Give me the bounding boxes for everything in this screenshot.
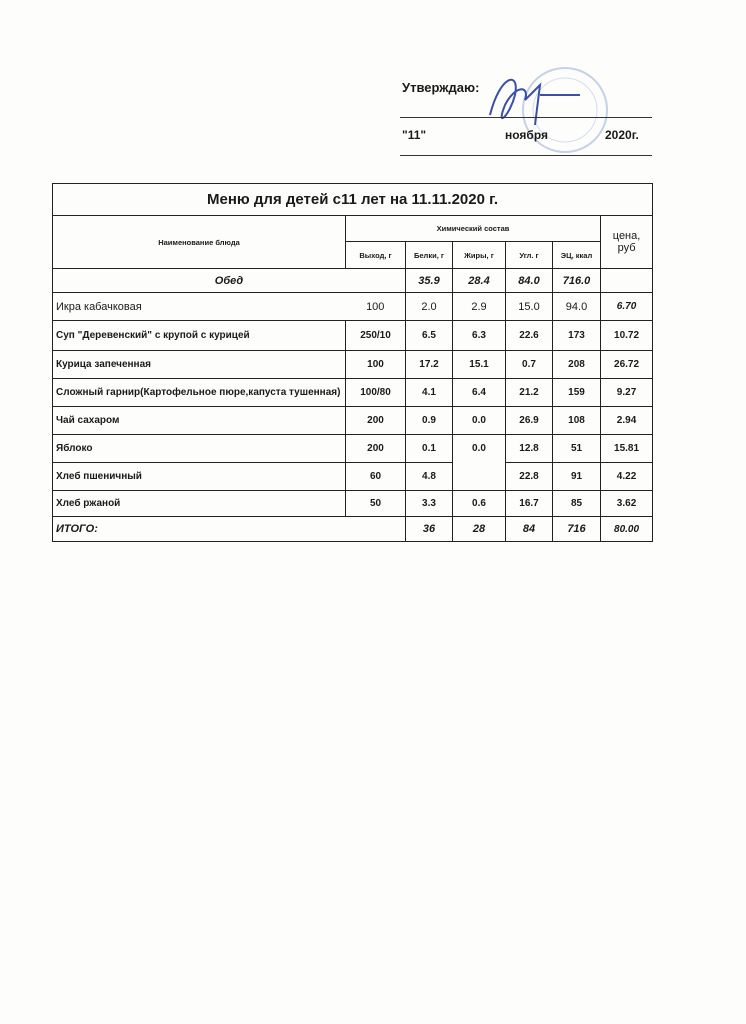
dish-name: Чай сахаром (52, 406, 346, 435)
dish-fat: 0.0 (452, 406, 506, 435)
header-name: Наименование блюда (52, 215, 346, 269)
dish-output: 100/80 (345, 378, 406, 407)
dish-carbs: 22.8 (505, 462, 553, 491)
table-row: Чай сахаром 200 0.9 0.0 26.9 108 2.94 (52, 406, 654, 435)
dish-fat: 0.6 (452, 490, 506, 517)
dish-carbs: 21.2 (505, 378, 553, 407)
dish-output: 200 (345, 434, 406, 463)
table-title: Меню для детей с11 лет на 11.11.2020 г. (51, 183, 654, 216)
dish-carbs: 0.7 (505, 350, 553, 379)
dish-price: 4.22 (599, 462, 654, 491)
dish-output: 60 (345, 462, 406, 491)
dish-name: Икра кабачковая (52, 292, 346, 321)
dish-carbs: 16.7 (505, 490, 553, 517)
dish-output: 100 (345, 292, 406, 321)
dish-price: 2.94 (599, 406, 654, 435)
table-row: Суп "Деревенский" с крупой с курицей 250… (52, 320, 654, 351)
dish-price: 3.62 (599, 490, 654, 517)
dish-name: Суп "Деревенский" с крупой с курицей (52, 320, 346, 351)
dish-energy: 94.0 (552, 292, 601, 321)
dish-fat: 15.1 (452, 350, 506, 379)
header-protein: Белки, г (405, 241, 453, 269)
dish-name: Хлеб ржаной (52, 490, 346, 517)
total-energy: 716 (552, 516, 601, 542)
header-output: Выход, г (345, 241, 406, 269)
signature-stamp (489, 67, 608, 153)
menu-table: Меню для детей с11 лет на 11.11.2020 г. … (51, 183, 654, 542)
header-energy: ЭЦ, ккал (552, 241, 601, 269)
dish-output: 100 (345, 350, 406, 379)
total-carbs: 84 (505, 516, 553, 542)
dish-protein: 6.5 (405, 320, 453, 351)
dish-energy: 208 (552, 350, 601, 379)
dish-fat: 0.0 (452, 434, 506, 491)
dish-protein: 4.1 (405, 378, 453, 407)
section-row: Обед 35.9 28.4 84.0 716.0 (52, 268, 654, 293)
dish-carbs: 22.6 (505, 320, 553, 351)
total-protein: 36 (405, 516, 453, 542)
dish-energy: 159 (552, 378, 601, 407)
dish-carbs: 12.8 (505, 434, 553, 463)
total-fat: 28 (452, 516, 506, 542)
total-price: 80.00 (599, 516, 654, 542)
dish-protein: 17.2 (405, 350, 453, 379)
approval-label: Утверждаю: (402, 80, 480, 95)
section-carbs: 84.0 (505, 268, 553, 293)
dish-price: 9.27 (599, 378, 654, 407)
table-row: Икра кабачковая 100 2.0 2.9 15.0 94.0 6.… (52, 292, 654, 321)
dish-energy: 173 (552, 320, 601, 351)
dish-fat: 6.4 (452, 378, 506, 407)
dish-protein: 2.0 (405, 292, 453, 321)
dish-price: 26.72 (599, 350, 654, 379)
total-label: ИТОГО: (52, 516, 406, 542)
approval-line (400, 117, 652, 118)
dish-name: Сложный гарнир(Картофельное пюре,капуста… (52, 378, 346, 407)
dish-protein: 4.8 (405, 462, 453, 491)
approval-day: "11" (402, 128, 427, 142)
table-row: Хлеб пшеничный 60 4.8 22.8 91 4.22 (52, 462, 654, 491)
approval-month: ноября (505, 128, 549, 142)
header-price: цена, руб (599, 215, 654, 269)
dish-output: 200 (345, 406, 406, 435)
total-row: ИТОГО: 36 28 84 716 80.00 (52, 516, 654, 542)
dish-price: 10.72 (599, 320, 654, 351)
table-row: Хлеб ржаной 50 3.3 0.6 16.7 85 3.62 (52, 490, 654, 517)
table-row: Сложный гарнир(Картофельное пюре,капуста… (52, 378, 654, 407)
dish-output: 250/10 (345, 320, 406, 351)
section-fat: 28.4 (452, 268, 506, 293)
dish-energy: 85 (552, 490, 601, 517)
dish-output: 50 (345, 490, 406, 517)
approval-year: 2020г. (605, 128, 639, 142)
section-protein: 35.9 (405, 268, 453, 293)
dish-energy: 91 (552, 462, 601, 491)
dish-fat: 2.9 (452, 292, 506, 321)
dish-energy: 51 (552, 434, 601, 463)
dish-price: 15.81 (599, 434, 654, 463)
date-line (400, 155, 652, 156)
dish-fat: 6.3 (452, 320, 506, 351)
section-price (599, 268, 654, 293)
dish-protein: 0.1 (405, 434, 453, 463)
dish-carbs: 15.0 (505, 292, 553, 321)
header-fat: Жиры, г (452, 241, 506, 269)
dish-price: 6.70 (599, 292, 654, 321)
header-group: Химический состав (345, 215, 601, 242)
dish-protein: 3.3 (405, 490, 453, 517)
header-carbs: Угл. г (505, 241, 553, 269)
dish-name: Яблоко (52, 434, 346, 463)
dish-protein: 0.9 (405, 406, 453, 435)
dish-name: Курица запеченная (52, 350, 346, 379)
table-row: Курица запеченная 100 17.2 15.1 0.7 208 … (52, 350, 654, 379)
table-row: Яблоко 200 0.1 0.0 12.8 51 15.81 (52, 434, 654, 491)
section-label: Обед (52, 268, 406, 293)
dish-carbs: 26.9 (505, 406, 553, 435)
dish-name: Хлеб пшеничный (52, 462, 346, 491)
dish-energy: 108 (552, 406, 601, 435)
section-energy: 716.0 (552, 268, 601, 293)
